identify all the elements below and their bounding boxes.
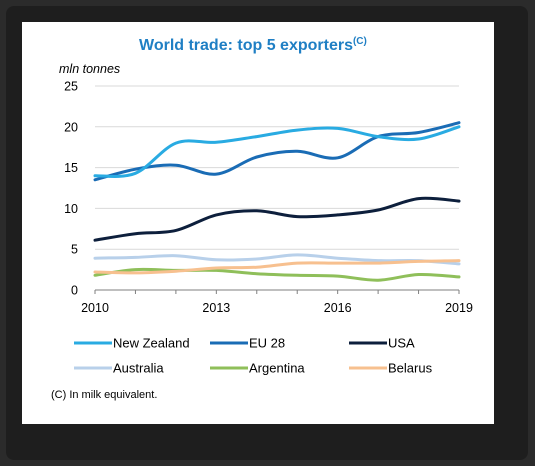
y-tick-label: 15	[64, 161, 78, 175]
chart-title: World trade: top 5 exporters(C)	[139, 36, 367, 54]
x-tick-label: 2016	[324, 301, 352, 315]
legend-label-new-zealand: New Zealand	[113, 336, 190, 351]
y-tick-label: 0	[71, 284, 78, 298]
legend-label-argentina: Argentina	[249, 361, 305, 376]
series-line-argentina	[93, 267, 461, 282]
legend-label-eu-28: EU 28	[249, 336, 285, 351]
x-tick-label: 2019	[445, 301, 473, 315]
y-tick-labels: 0 5 10 15 20 25	[64, 80, 78, 298]
footnote: (C) In milk equivalent.	[51, 389, 157, 401]
x-tick-label: 2013	[202, 301, 230, 315]
y-tick-label: 10	[64, 202, 78, 216]
x-axis	[94, 289, 460, 294]
y-tick-label: 25	[64, 80, 78, 94]
series-line-usa	[93, 196, 461, 242]
chart-title-superscript: (C)	[353, 36, 367, 47]
series-line-belarus	[93, 259, 461, 275]
legend-label-belarus: Belarus	[388, 361, 433, 376]
line-chart: World trade: top 5 exporters(C) mln tonn…	[51, 36, 473, 401]
series-line-eu-28	[93, 121, 461, 182]
legend-label-australia: Australia	[113, 361, 164, 376]
series-line-new-zealand	[93, 125, 461, 178]
x-tick-labels: 2010 2013 2016 2019	[81, 301, 473, 315]
legend-label-usa: USA	[388, 336, 415, 351]
chart-card: World trade: top 5 exporters(C) mln tonn…	[22, 22, 494, 424]
x-tick-label: 2010	[81, 301, 109, 315]
series-line-australia	[93, 253, 461, 266]
y-axis-unit: mln tonnes	[59, 62, 120, 76]
legend: New Zealand EU 28 USA Australia Argentina Bel…	[74, 336, 433, 376]
y-tick-label: 20	[64, 120, 78, 134]
y-tick-label: 5	[71, 243, 78, 257]
series-lines	[93, 121, 461, 282]
